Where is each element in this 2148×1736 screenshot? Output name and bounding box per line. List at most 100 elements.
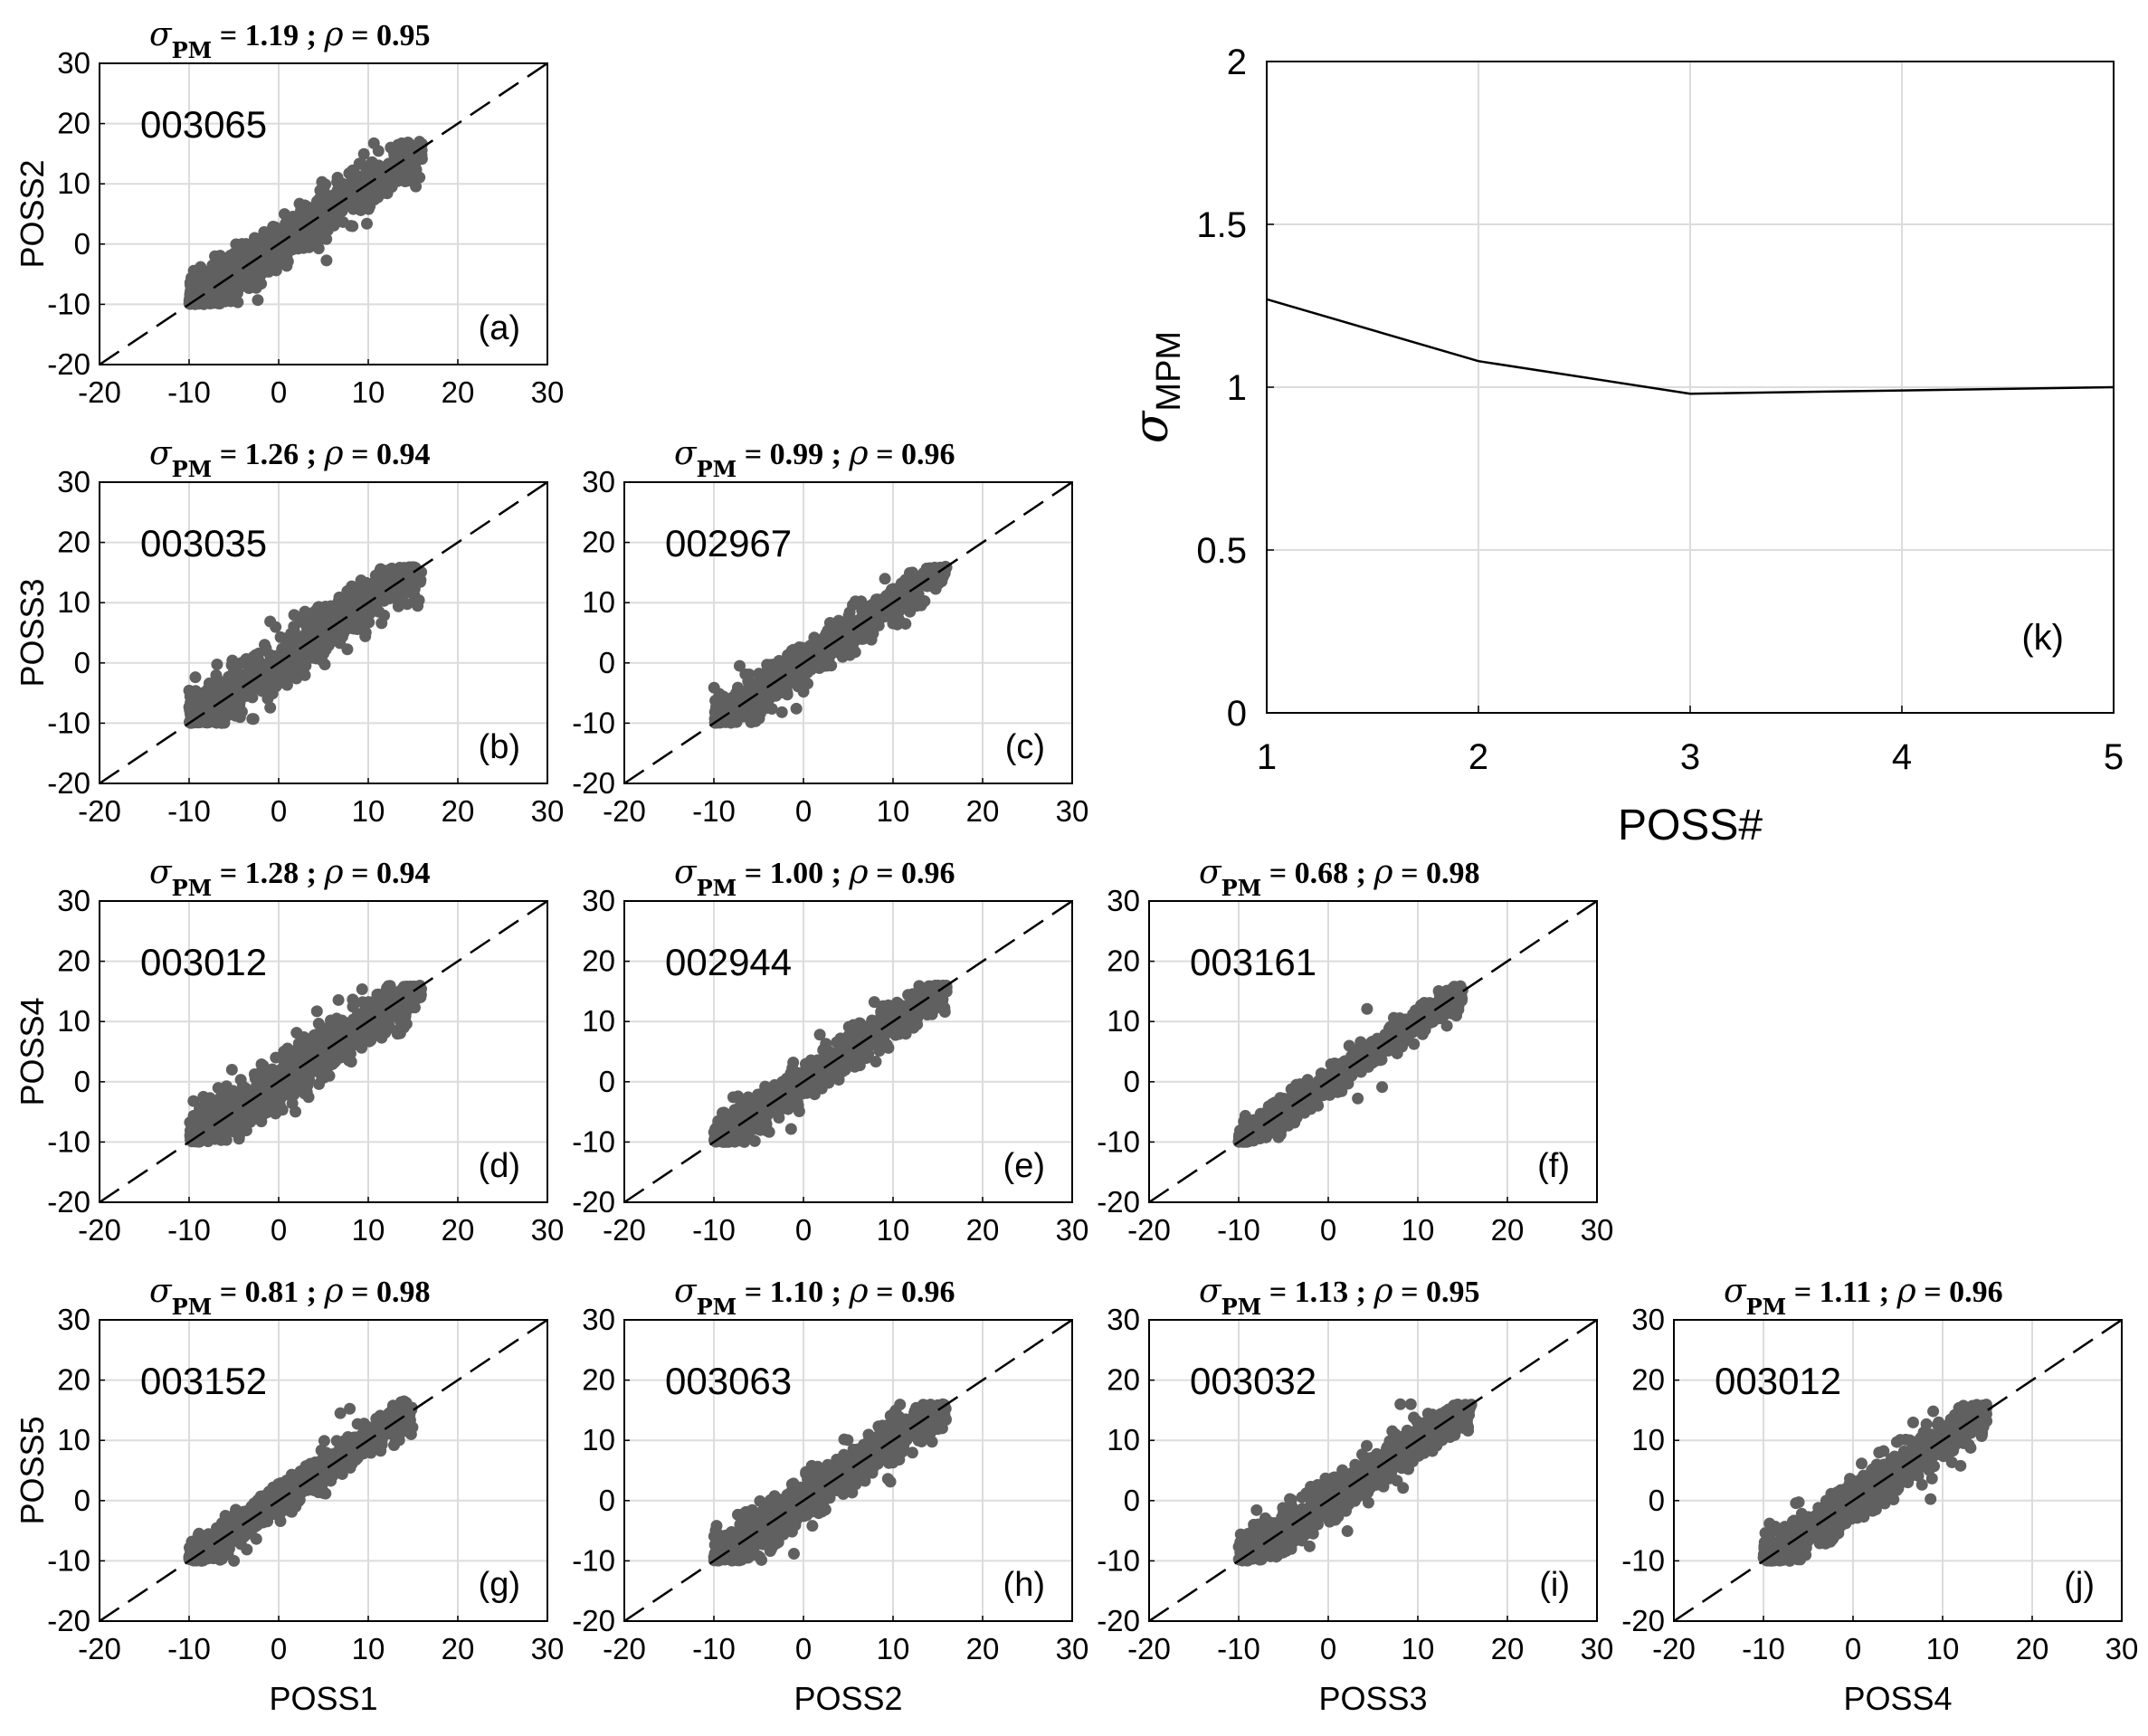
title-rho-value: = 0.94 [344, 857, 431, 890]
data-point [318, 210, 331, 223]
data-point [736, 1102, 748, 1115]
y-tick-label: 30 [1107, 884, 1140, 917]
data-point [893, 1028, 906, 1040]
data-point [369, 582, 382, 594]
y-tick-label: 0 [599, 1065, 615, 1098]
data-point [307, 1044, 319, 1057]
data-point [394, 587, 407, 600]
plot-frame [99, 481, 548, 784]
title-rho-symbol: ρ [323, 854, 343, 891]
data-point [842, 609, 855, 621]
data-point [286, 665, 299, 678]
data-point [361, 1034, 374, 1047]
data-point [270, 1051, 282, 1064]
data-point [258, 225, 271, 238]
data-point-outlier [727, 1091, 739, 1104]
data-point [214, 1134, 226, 1146]
data-point [938, 1001, 951, 1014]
x-tick-label: 0 [1320, 1213, 1336, 1247]
data-point [836, 1065, 849, 1077]
title-rho-symbol: ρ [323, 435, 343, 472]
data-point [1312, 1099, 1325, 1112]
data-point [394, 1027, 406, 1039]
title-sigma-value: = 1.26 ; [212, 438, 324, 471]
station-id-label: 003035 [140, 522, 267, 564]
x-tick-label: 10 [352, 794, 385, 828]
data-point [870, 593, 882, 606]
station-id-label: 002967 [665, 522, 792, 564]
data-point [768, 1104, 781, 1116]
x-tick-label: 30 [1581, 1213, 1614, 1247]
data-point [289, 214, 301, 227]
y-tick-label: 10 [1107, 1004, 1140, 1038]
data-point [261, 692, 274, 705]
y-tick-label: 10 [582, 585, 615, 619]
data-point [726, 716, 738, 728]
data-point [378, 175, 391, 187]
panel-title: σPM = 0.99 ; ρ = 0.96 [674, 435, 955, 482]
data-point [275, 663, 288, 676]
data-point [392, 600, 404, 612]
data-point [221, 276, 233, 289]
data-point [739, 668, 752, 680]
data-point [370, 1012, 383, 1025]
data-point-outlier [318, 658, 331, 670]
x-tick-label: 0 [271, 794, 287, 828]
data-point [1440, 1020, 1453, 1032]
data-point [280, 1064, 293, 1077]
data-point [243, 1106, 256, 1119]
data-point [316, 627, 328, 640]
data-point [847, 599, 860, 612]
data-point [314, 646, 327, 659]
y-tick-label: 20 [1107, 944, 1140, 978]
data-point [283, 1054, 296, 1067]
data-point [299, 630, 311, 642]
y-tick-label: -20 [47, 347, 90, 381]
data-point-outlier [784, 1123, 797, 1135]
data-point [870, 1056, 882, 1068]
point-cloud [183, 561, 428, 729]
data-point [373, 1028, 385, 1040]
data-point [342, 598, 355, 611]
data-point [310, 224, 323, 237]
data-point [232, 247, 244, 260]
data-point-outlier [310, 1005, 323, 1018]
title-sigma-value: = 1.19 ; [212, 19, 324, 52]
x-tick-label: -10 [692, 794, 736, 828]
data-point [390, 148, 403, 161]
data-point [387, 992, 400, 1005]
data-point [318, 194, 331, 207]
data-point [785, 1073, 798, 1086]
data-point [200, 1105, 213, 1118]
data-point [366, 185, 378, 198]
data-point [357, 147, 370, 160]
data-point [848, 1048, 860, 1061]
data-point [227, 1097, 240, 1110]
data-point [213, 297, 225, 309]
panel-title: σPM = 1.28 ; ρ = 0.94 [149, 854, 430, 901]
data-point [211, 658, 223, 670]
data-point [356, 982, 368, 995]
y-tick-label: -20 [47, 766, 90, 800]
data-point [300, 1086, 313, 1098]
data-point [278, 641, 290, 654]
data-point [329, 1050, 342, 1063]
data-point [753, 668, 765, 680]
data-point-outlier [367, 137, 380, 149]
y-tick-label: -20 [47, 1185, 90, 1219]
title-sigma-symbol: σ [149, 435, 173, 472]
y-tick-label: 0 [1124, 1065, 1140, 1098]
title-sigma-symbol: σ [149, 16, 173, 53]
x-tick-label: -20 [603, 794, 646, 828]
panel-tag: (a) [479, 309, 520, 347]
data-point [798, 676, 811, 688]
data-point [784, 676, 797, 688]
data-point [270, 621, 282, 633]
data-point [288, 1080, 300, 1093]
data-point [893, 1005, 906, 1018]
data-point [853, 1017, 866, 1029]
data-point [751, 1094, 764, 1106]
data-point [242, 674, 254, 687]
